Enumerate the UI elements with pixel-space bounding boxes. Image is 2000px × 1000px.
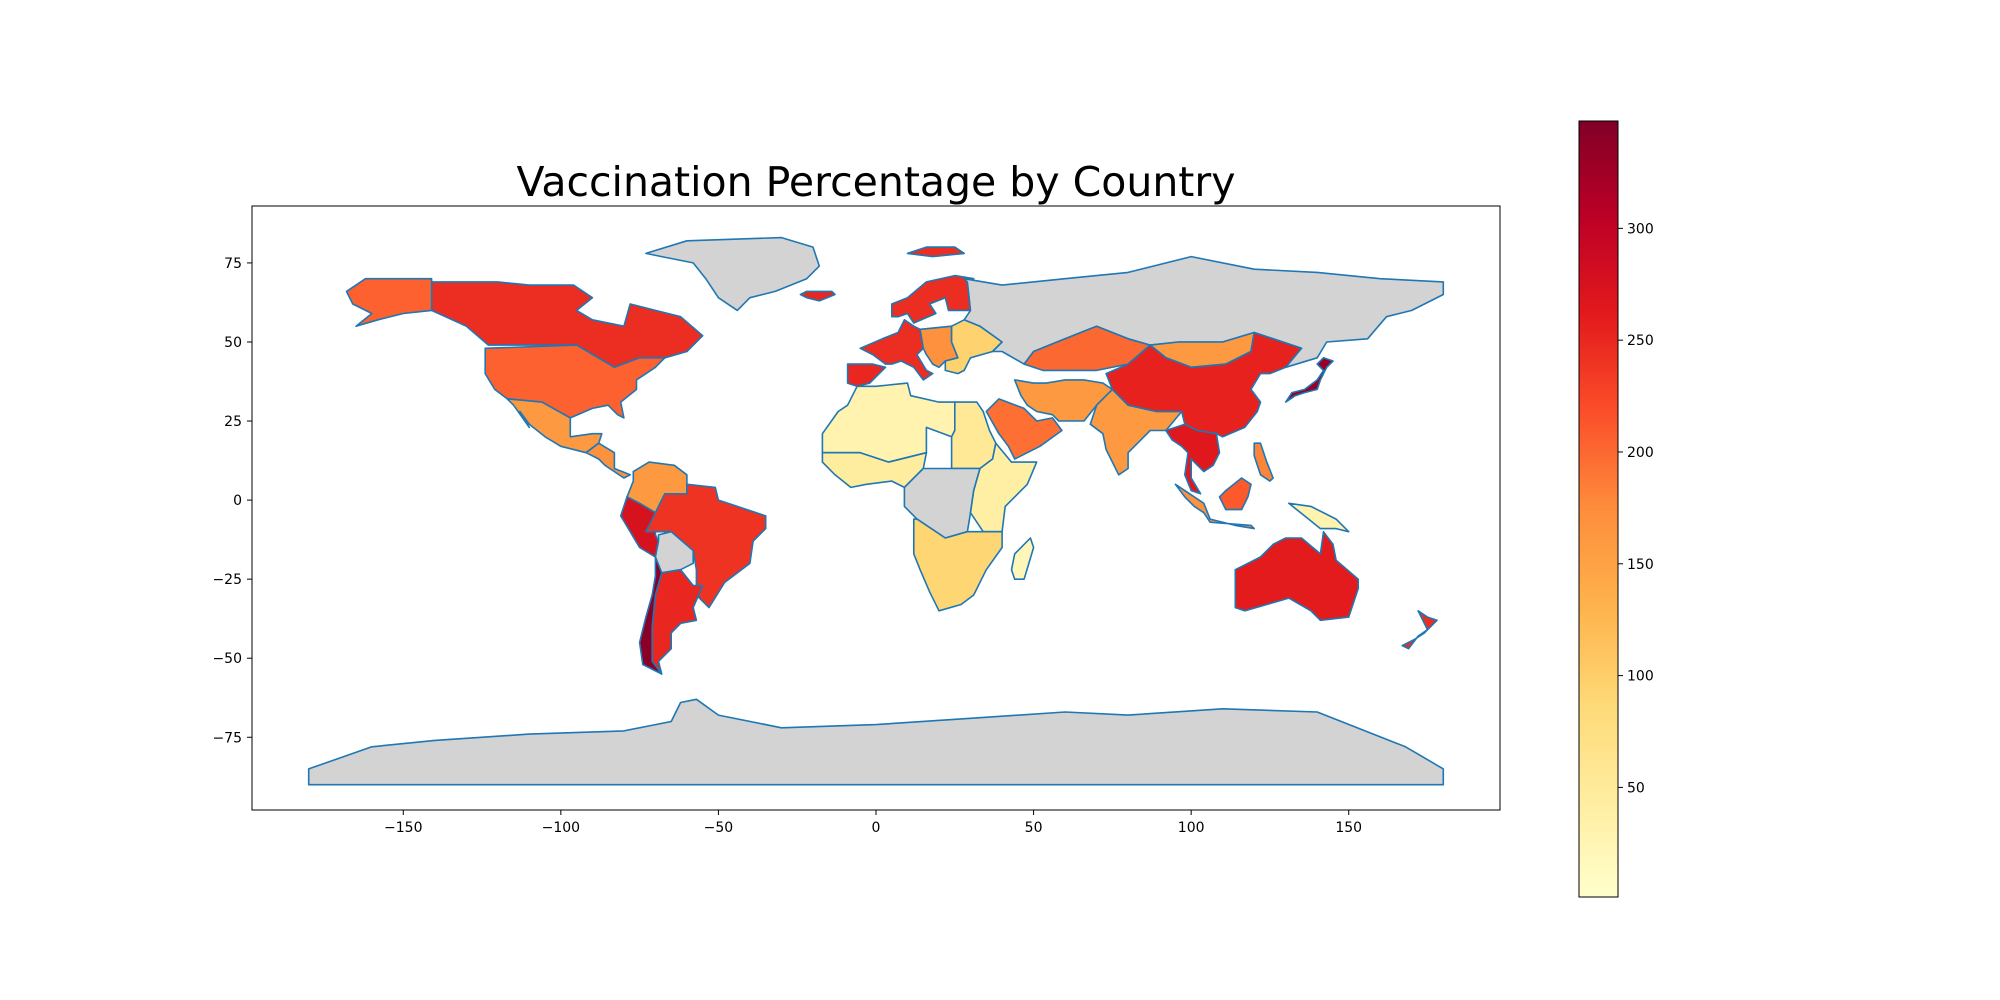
country-greenland (645, 236, 821, 312)
country-philippines (1253, 442, 1274, 482)
colorbar (1578, 120, 1619, 898)
x-tick-label: 150 (1335, 820, 1362, 836)
colorbar-tick-label: 100 (1627, 669, 1654, 685)
country-scandinavia (890, 274, 975, 324)
country-australia (1234, 530, 1359, 622)
colorbar-axis: 50 100 150 200 250 300 (1618, 221, 1654, 796)
y-tick-label: 75 (224, 256, 242, 272)
country-brazil (645, 483, 767, 609)
country-east-africa (969, 442, 1038, 533)
country-madagascar (1010, 537, 1035, 581)
country-antarctica (307, 698, 1445, 786)
x-axis: −150 −100 −50 0 50 100 150 (384, 810, 1362, 836)
country-polygons (307, 236, 1445, 786)
chart-title: Vaccination Percentage by Country (516, 158, 1235, 206)
country-japan (1284, 356, 1334, 403)
x-tick-label: −150 (384, 820, 422, 836)
x-tick-label: −50 (704, 820, 734, 836)
x-tick-label: 0 (872, 820, 881, 836)
colorbar-tick-label: 200 (1627, 445, 1654, 461)
y-tick-label: −50 (212, 651, 242, 667)
country-canada (430, 281, 704, 369)
country-western-europe (859, 318, 934, 381)
country-alaska-united-states (345, 277, 433, 328)
country-new-zealand (1401, 609, 1438, 650)
y-tick-label: −25 (212, 572, 242, 588)
country-indonesia (1174, 483, 1255, 530)
country-iberia (846, 363, 887, 388)
x-tick-label: 50 (1025, 820, 1043, 836)
y-tick-label: 25 (224, 414, 242, 430)
y-tick-label: −75 (212, 730, 242, 746)
country-iceland (799, 290, 836, 302)
country-southeast-asia (1165, 423, 1221, 495)
y-tick-label: 0 (233, 493, 242, 509)
country-southern-africa (912, 518, 1003, 612)
country-chile (638, 556, 663, 675)
y-axis: 75 50 25 0 −25 −50 −75 (212, 256, 252, 746)
colorbar-tick-label: 250 (1627, 333, 1654, 349)
country-saudi-arabia (985, 398, 1063, 460)
colorbar-tick-label: 150 (1627, 557, 1654, 573)
colorbar-tick-label: 300 (1627, 221, 1654, 237)
country-borneo (1218, 477, 1252, 511)
x-tick-label: −100 (542, 820, 580, 836)
country-central-america (585, 442, 632, 479)
x-tick-label: 100 (1178, 820, 1205, 836)
y-tick-label: 50 (224, 335, 242, 351)
country-svalbard (906, 246, 966, 258)
colorbar-tick-label: 50 (1627, 780, 1645, 796)
country-new-guinea (1288, 502, 1350, 533)
